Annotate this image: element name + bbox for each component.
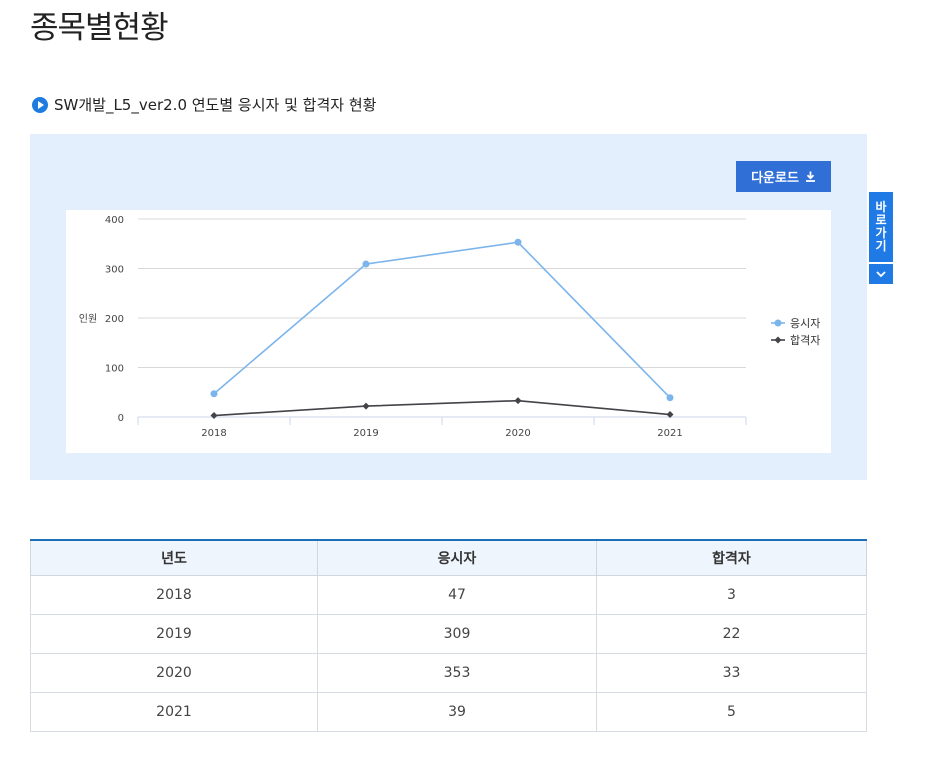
column-header: 응시자 <box>317 539 597 576</box>
table-row: 2020 353 33 <box>30 653 867 693</box>
table-cell: 39 <box>317 692 597 732</box>
column-header: 년도 <box>30 539 318 576</box>
table-cell: 2021 <box>30 692 318 732</box>
table-cell: 47 <box>317 575 597 615</box>
table-cell: 22 <box>596 614 867 654</box>
legend-label: 합격자 <box>790 334 820 347</box>
legend-marker <box>774 336 782 344</box>
y-tick-label: 300 <box>105 265 124 276</box>
series-line-1 <box>213 399 671 417</box>
x-tick-label: 2020 <box>505 428 530 439</box>
download-label: 다운로드 <box>751 171 799 186</box>
table-cell: 3 <box>596 575 867 615</box>
table-cell: 2019 <box>30 614 318 654</box>
y-tick-label: 0 <box>118 413 124 424</box>
data-point <box>514 397 522 405</box>
legend-marker <box>774 319 782 327</box>
y-axis-label: 인원 <box>79 313 97 325</box>
shortcut-button[interactable]: 바 로 가 기 <box>869 192 893 284</box>
table-cell: 5 <box>596 692 867 732</box>
table-cell: 2018 <box>30 575 318 615</box>
y-tick-label: 400 <box>105 215 124 226</box>
x-tick-label: 2019 <box>353 428 378 439</box>
table-row: 2021 39 5 <box>30 692 867 732</box>
x-tick-label: 2018 <box>201 428 226 439</box>
y-tick-label: 100 <box>105 364 124 375</box>
data-point <box>666 411 674 419</box>
data-point <box>362 260 370 268</box>
chevron-down-icon <box>876 270 886 277</box>
section-title-text: SW개발_L5_ver2.0 연도별 응시자 및 합격자 현황 <box>54 96 377 114</box>
shortcut-label: 바 로 가 기 <box>869 192 893 262</box>
page-title: 종목별현황 <box>30 10 169 46</box>
table-row: 2018 47 3 <box>30 575 867 615</box>
legend-label: 응시자 <box>790 317 820 330</box>
data-point <box>666 394 674 402</box>
table-cell: 353 <box>317 653 597 693</box>
data-point <box>362 402 370 410</box>
play-icon <box>32 96 48 113</box>
shortcut-arrow[interactable] <box>869 264 893 284</box>
data-point <box>514 238 522 246</box>
download-button[interactable]: 다운로드 <box>736 161 831 192</box>
x-tick-label: 2021 <box>657 428 682 439</box>
table-row: 2019 309 22 <box>30 614 867 654</box>
data-point <box>210 412 218 420</box>
data-point <box>210 390 218 398</box>
download-icon <box>805 171 815 182</box>
section-title: SW개발_L5_ver2.0 연도별 응시자 및 합격자 현황 <box>32 94 376 115</box>
y-tick-label: 200 <box>105 314 124 325</box>
table-cell: 2020 <box>30 653 318 693</box>
series-line-0 <box>213 241 671 399</box>
table-cell: 309 <box>317 614 597 654</box>
table-header-row: 년도 응시자 합격자 <box>30 539 867 576</box>
column-header: 합격자 <box>596 539 867 576</box>
results-table: 년도 응시자 합격자 2018 47 3 2019 309 22 2020 35… <box>30 539 867 732</box>
table-cell: 33 <box>596 653 867 693</box>
